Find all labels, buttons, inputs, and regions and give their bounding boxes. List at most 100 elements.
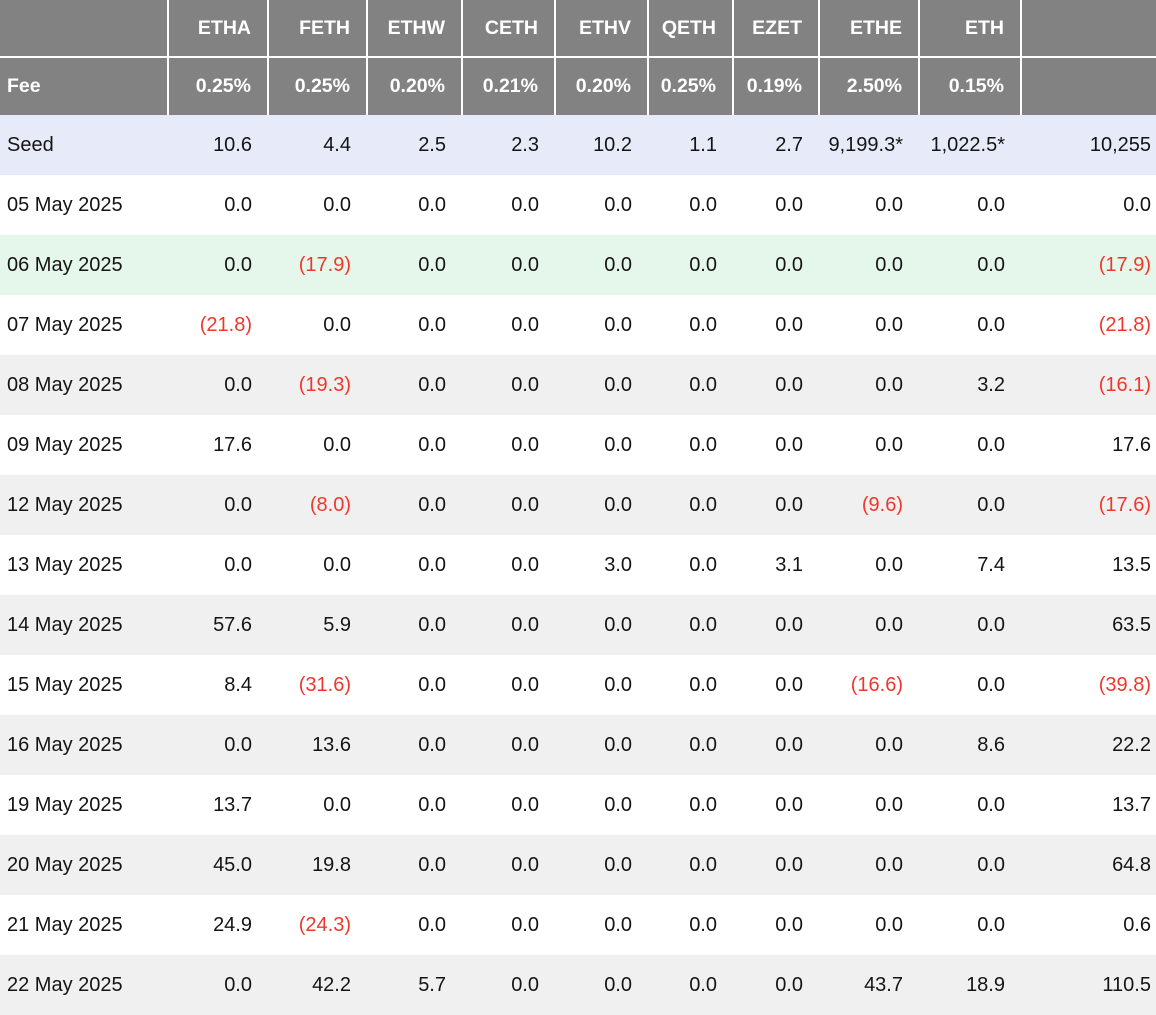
value-cell-qeth: 0.0 bbox=[648, 595, 733, 655]
row-label: 05 May 2025 bbox=[7, 193, 123, 216]
fee-value-qeth: 0.25% bbox=[647, 57, 733, 115]
total-cell: 10,255 bbox=[1021, 115, 1156, 175]
value-cell-eth: 0.0 bbox=[977, 193, 1005, 216]
total-cell: 0.0 bbox=[1123, 193, 1151, 216]
value-cell-qeth: 0.0 bbox=[689, 913, 717, 936]
value-cell-eth: 0.0 bbox=[977, 913, 1005, 936]
value-cell-feth: 0.0 bbox=[323, 433, 351, 456]
total-cell: (39.8) bbox=[1098, 673, 1151, 696]
value-cell-qeth: 0.0 bbox=[689, 673, 717, 696]
value-cell-feth: 4.4 bbox=[268, 115, 367, 175]
value-cell-etha: 8.4 bbox=[224, 673, 252, 696]
table-row: 14 May 2025 57.6 5.9 0.0 0.0 0.0 0.0 0.0 0.0 0.0 6… bbox=[0, 595, 1156, 655]
total-cell: (21.8) bbox=[1098, 313, 1151, 336]
row-label: 08 May 2025 bbox=[0, 355, 168, 415]
value-cell-qeth: 0.0 bbox=[689, 193, 717, 216]
table-row: 08 May 2025 0.0 (19.3) 0.0 0.0 0.0 0.0 0.0 0.0 3.… bbox=[0, 355, 1156, 415]
table-row: 09 May 2025 17.6 0.0 0.0 0.0 0.0 0.0 0.0 0.0 0.0 1… bbox=[0, 415, 1156, 475]
value-cell-eth: 8.6 bbox=[919, 715, 1021, 775]
row-label: 22 May 2025 bbox=[0, 955, 168, 1015]
value-cell-ceth: 0.0 bbox=[462, 235, 555, 295]
value-cell-ethw: 0.0 bbox=[418, 913, 446, 936]
column-header-eth: ETH bbox=[918, 0, 1021, 58]
value-cell-ethv: 0.0 bbox=[604, 313, 632, 336]
value-cell-eth: 1,022.5* bbox=[919, 115, 1021, 175]
value-cell-feth: 0.0 bbox=[323, 313, 351, 336]
value-cell-ethe: 0.0 bbox=[819, 235, 919, 295]
table-row: 15 May 2025 8.4 (31.6) 0.0 0.0 0.0 0.0 0.0 (16.6… bbox=[0, 655, 1156, 715]
value-cell-etha: 0.0 bbox=[224, 193, 252, 216]
ticker-header-row: ETHA FETH ETHW CETH ETHV QETH EZET ETHE ETH bbox=[0, 0, 1156, 58]
value-cell-feth: (17.9) bbox=[268, 235, 367, 295]
table-row: 05 May 2025 0.0 0.0 0.0 0.0 0.0 0.0 0.0 0.0 0.0 0.… bbox=[0, 175, 1156, 235]
table-row: 22 May 2025 0.0 42.2 5.7 0.0 0.0 0.0 0.0 43.7 18.… bbox=[0, 955, 1156, 1015]
value-cell-qeth: 0.0 bbox=[648, 955, 733, 1015]
column-header-feth: FETH bbox=[267, 0, 367, 58]
row-label: 21 May 2025 bbox=[7, 913, 123, 936]
value-cell-ethv: 10.2 bbox=[555, 115, 648, 175]
value-cell-etha: 0.0 bbox=[168, 475, 268, 535]
fee-value-etha: 0.25% bbox=[167, 57, 268, 115]
value-cell-ethv: 0.0 bbox=[555, 235, 648, 295]
value-cell-ethv: 0.0 bbox=[555, 475, 648, 535]
value-cell-ethw: 5.7 bbox=[367, 955, 462, 1015]
total-cell: 63.5 bbox=[1021, 595, 1156, 655]
row-label: 20 May 2025 bbox=[0, 835, 168, 895]
value-cell-qeth: 0.0 bbox=[648, 475, 733, 535]
value-cell-feth: 0.0 bbox=[323, 793, 351, 816]
value-cell-qeth: 0.0 bbox=[648, 355, 733, 415]
value-cell-qeth: 0.0 bbox=[689, 793, 717, 816]
value-cell-eth: 0.0 bbox=[919, 235, 1021, 295]
value-cell-ezet: 0.0 bbox=[775, 193, 803, 216]
table-header: ETHA FETH ETHW CETH ETHV QETH EZET ETHE ETH Fee … bbox=[0, 0, 1156, 115]
column-header-ethv: ETHV bbox=[554, 0, 648, 58]
value-cell-ceth: 0.0 bbox=[511, 913, 539, 936]
value-cell-feth: 0.0 bbox=[323, 553, 351, 576]
table-row: 13 May 2025 0.0 0.0 0.0 0.0 3.0 0.0 3.1 0.0 7.4 13… bbox=[0, 535, 1156, 595]
value-cell-ethw: 0.0 bbox=[418, 793, 446, 816]
table-row: 16 May 2025 0.0 13.6 0.0 0.0 0.0 0.0 0.0 0.0 8.6 2… bbox=[0, 715, 1156, 775]
value-cell-ethw: 0.0 bbox=[418, 673, 446, 696]
value-cell-ceth: 0.0 bbox=[462, 595, 555, 655]
row-label: 16 May 2025 bbox=[0, 715, 168, 775]
value-cell-ethe: 0.0 bbox=[875, 553, 903, 576]
value-cell-ethw: 0.0 bbox=[367, 235, 462, 295]
row-label: 12 May 2025 bbox=[0, 475, 168, 535]
value-cell-ethv: 0.0 bbox=[604, 673, 632, 696]
row-label: 09 May 2025 bbox=[7, 433, 123, 456]
value-cell-qeth: 1.1 bbox=[648, 115, 733, 175]
value-cell-qeth: 0.0 bbox=[689, 313, 717, 336]
fee-value-eth: 0.15% bbox=[918, 57, 1021, 115]
value-cell-ethe: 0.0 bbox=[819, 355, 919, 415]
value-cell-feth: 42.2 bbox=[268, 955, 367, 1015]
value-cell-ceth: 0.0 bbox=[511, 193, 539, 216]
value-cell-ethe: 0.0 bbox=[875, 793, 903, 816]
value-cell-ethv: 0.0 bbox=[555, 595, 648, 655]
value-cell-ezet: 0.0 bbox=[775, 793, 803, 816]
value-cell-ceth: 0.0 bbox=[462, 715, 555, 775]
value-cell-ezet: 0.0 bbox=[733, 475, 819, 535]
fee-value-ethv: 0.20% bbox=[554, 57, 648, 115]
value-cell-ezet: 0.0 bbox=[733, 595, 819, 655]
value-cell-ezet: 0.0 bbox=[775, 913, 803, 936]
value-cell-feth: (8.0) bbox=[268, 475, 367, 535]
value-cell-ezet: 3.1 bbox=[775, 553, 803, 576]
value-cell-ethv: 0.0 bbox=[604, 913, 632, 936]
value-cell-etha: 0.0 bbox=[168, 355, 268, 415]
value-cell-ezet: 0.0 bbox=[775, 313, 803, 336]
value-cell-ethw: 0.0 bbox=[418, 433, 446, 456]
value-cell-ethe: 0.0 bbox=[819, 715, 919, 775]
value-cell-feth: 0.0 bbox=[323, 193, 351, 216]
value-cell-ceth: 0.0 bbox=[462, 955, 555, 1015]
table-row: 20 May 2025 45.0 19.8 0.0 0.0 0.0 0.0 0.0 0.0 0.0… bbox=[0, 835, 1156, 895]
value-cell-ethe: 0.0 bbox=[819, 595, 919, 655]
value-cell-ezet: 0.0 bbox=[733, 355, 819, 415]
value-cell-eth: 0.0 bbox=[977, 673, 1005, 696]
value-cell-etha: 57.6 bbox=[168, 595, 268, 655]
value-cell-ethe: 9,199.3* bbox=[819, 115, 919, 175]
value-cell-ethv: 0.0 bbox=[604, 193, 632, 216]
value-cell-ethv: 0.0 bbox=[555, 355, 648, 415]
value-cell-eth: 0.0 bbox=[977, 793, 1005, 816]
value-cell-ethe: 43.7 bbox=[819, 955, 919, 1015]
